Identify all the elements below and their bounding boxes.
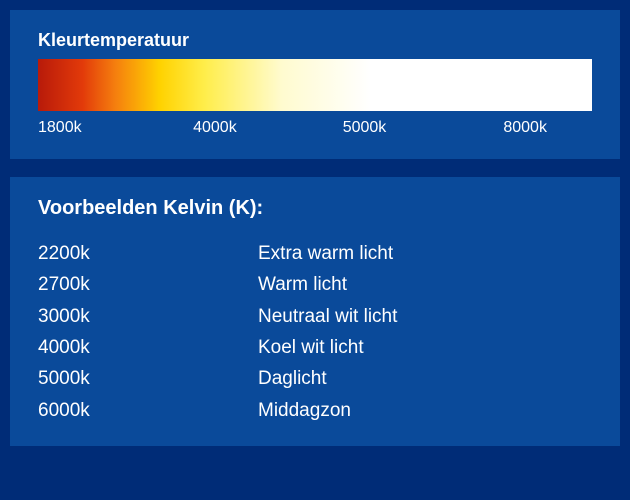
kelvin-description: Daglicht — [258, 363, 592, 394]
example-row: 5000kDaglicht — [38, 363, 592, 394]
panel-title: Kleurtemperatuur — [38, 30, 592, 51]
example-row: 6000kMiddagzon — [38, 395, 592, 426]
kelvin-value: 4000k — [38, 332, 258, 363]
color-gradient-bar — [38, 59, 592, 111]
kelvin-value: 2700k — [38, 269, 258, 300]
color-temperature-panel: Kleurtemperatuur 1800k 4000k 5000k 8000k — [10, 10, 620, 159]
kelvin-value: 3000k — [38, 301, 258, 332]
kelvin-value: 2200k — [38, 238, 258, 269]
kelvin-value: 5000k — [38, 363, 258, 394]
tick-row: 1800k 4000k 5000k 8000k — [38, 119, 592, 139]
tick-label: 5000k — [343, 119, 387, 137]
kelvin-value: 6000k — [38, 395, 258, 426]
examples-list: 2200kExtra warm licht2700kWarm licht3000… — [38, 238, 592, 426]
tick-label: 8000k — [503, 119, 547, 137]
kelvin-description: Neutraal wit licht — [258, 301, 592, 332]
example-row: 2200kExtra warm licht — [38, 238, 592, 269]
example-row: 3000kNeutraal wit licht — [38, 301, 592, 332]
example-row: 4000kKoel wit licht — [38, 332, 592, 363]
kelvin-description: Middagzon — [258, 395, 592, 426]
kelvin-description: Warm licht — [258, 269, 592, 300]
example-row: 2700kWarm licht — [38, 269, 592, 300]
kelvin-description: Extra warm licht — [258, 238, 592, 269]
tick-label: 4000k — [193, 119, 237, 137]
kelvin-description: Koel wit licht — [258, 332, 592, 363]
tick-label: 1800k — [38, 119, 82, 137]
examples-panel: Voorbeelden Kelvin (K): 2200kExtra warm … — [10, 177, 620, 446]
examples-title: Voorbeelden Kelvin (K): — [38, 197, 592, 220]
